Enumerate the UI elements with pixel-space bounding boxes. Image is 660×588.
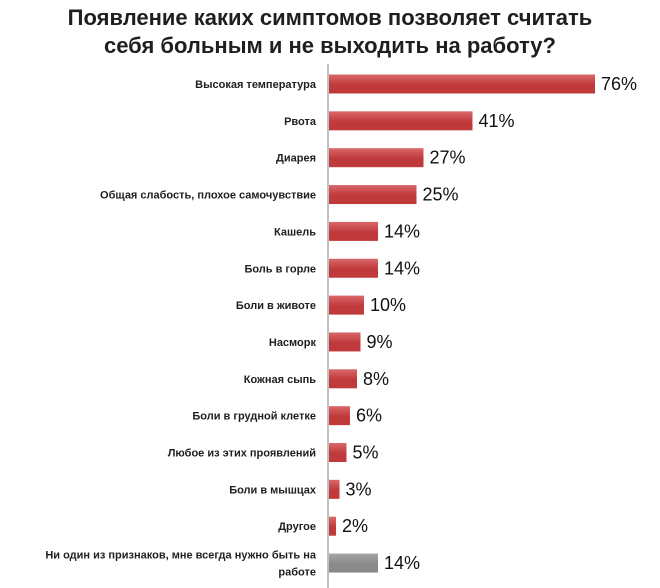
chart-title-line-1: Появление каких симптомов позволяет счит… — [67, 5, 593, 30]
category-label: Боль в горле — [244, 263, 316, 275]
value-label: 25% — [423, 185, 459, 205]
value-label: 3% — [346, 479, 372, 499]
category-label: Высокая температура — [195, 79, 317, 91]
bar — [329, 369, 357, 389]
category-label: Другое — [278, 521, 316, 533]
value-label: 5% — [353, 443, 379, 463]
bar — [329, 479, 340, 499]
category-label: Боли в грудной клетке — [192, 411, 316, 423]
category-label: Ни один из признаков, мне всегда нужно б… — [45, 550, 317, 562]
category-label: Любое из этих проявлений — [168, 448, 316, 460]
value-label: 14% — [384, 221, 420, 241]
value-label: 14% — [384, 258, 420, 278]
bar — [329, 406, 350, 426]
bar — [329, 148, 424, 168]
category-label: Боли в мышцах — [229, 484, 317, 496]
category-label: Кожная сыпь — [244, 374, 316, 386]
bar — [329, 185, 417, 205]
value-label: 14% — [384, 553, 420, 573]
value-label: 6% — [356, 406, 382, 426]
bar — [329, 295, 364, 315]
bar — [329, 443, 347, 462]
category-label: Насморк — [269, 337, 317, 349]
value-label: 9% — [367, 332, 393, 352]
bars-layer: 76% Высокая температура 41% Рвота 27% Диарея 2… — [45, 74, 637, 579]
bar — [329, 553, 378, 573]
value-label: 10% — [370, 295, 406, 315]
bar — [329, 111, 473, 131]
category-label: Рвота — [284, 116, 317, 128]
bar — [329, 258, 378, 278]
value-label: 41% — [479, 111, 515, 131]
category-label: Диарея — [276, 153, 316, 165]
category-label: Боли в животе — [236, 300, 316, 312]
category-label: Общая слабость, плохое самочувствие — [100, 190, 316, 202]
category-label: Кашель — [274, 226, 316, 238]
bar — [329, 332, 361, 352]
value-label: 76% — [601, 74, 637, 94]
value-label: 2% — [342, 516, 368, 536]
bar — [329, 74, 595, 94]
bar — [329, 516, 336, 536]
chart-title: Появление каких симптомов позволяет счит… — [0, 4, 660, 60]
chart-title-line-2: себя больным и не выходить на работу? — [104, 33, 556, 58]
value-label: 27% — [430, 148, 466, 168]
value-label: 8% — [363, 369, 389, 389]
bar — [329, 221, 378, 241]
category-label: работе — [278, 567, 316, 579]
